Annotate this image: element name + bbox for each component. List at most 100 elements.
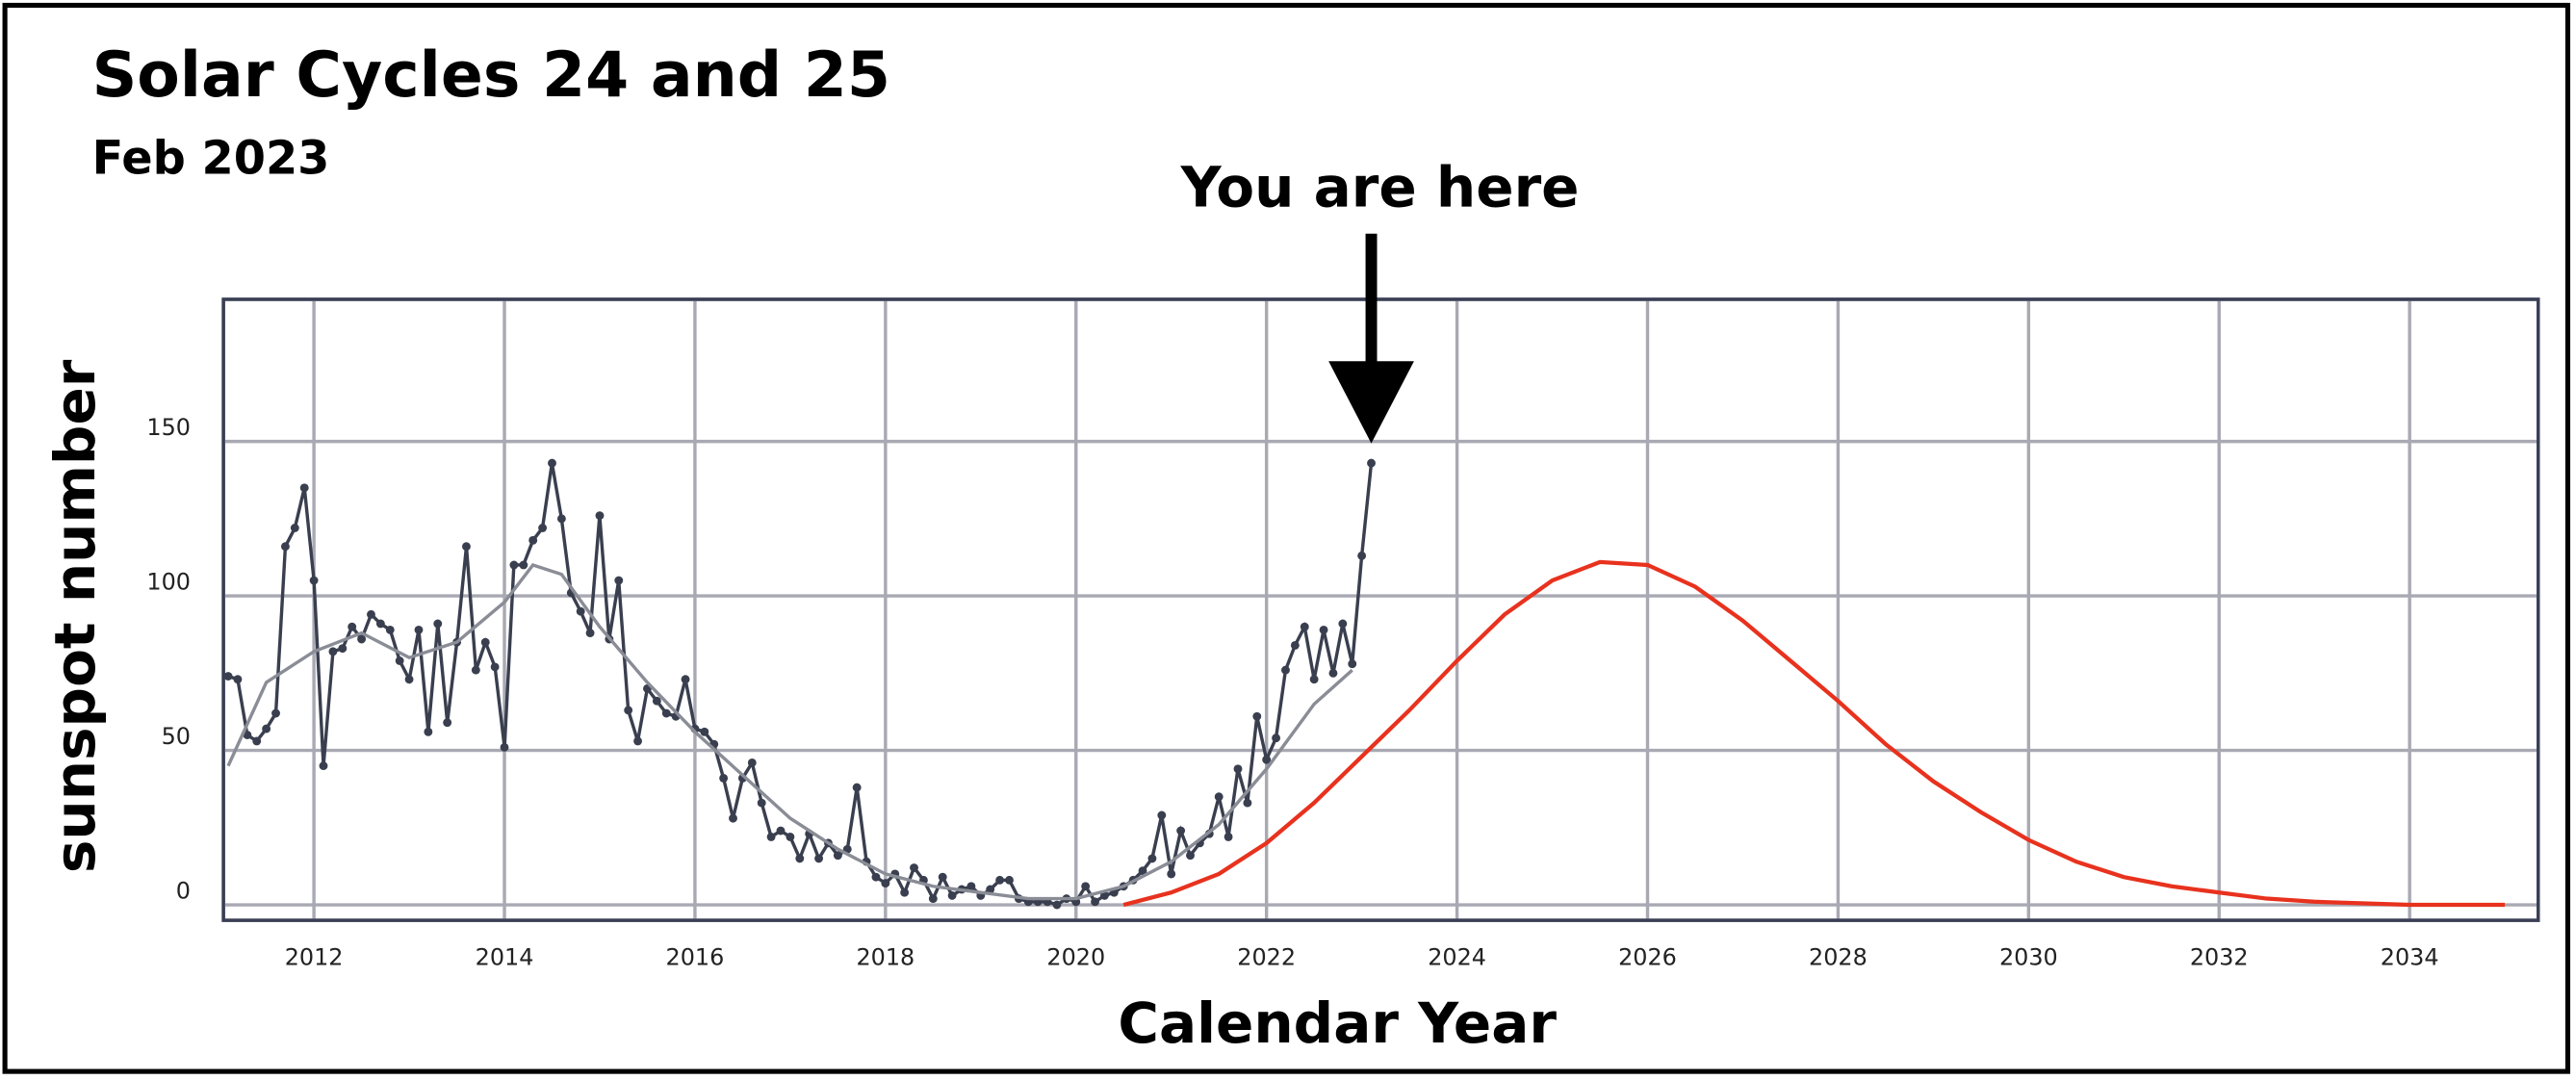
data-point — [443, 718, 452, 728]
data-point — [1290, 641, 1300, 650]
data-point — [1052, 900, 1062, 910]
data-point — [471, 665, 480, 675]
data-point — [404, 675, 414, 684]
data-point — [1224, 832, 1233, 841]
x-tick-label: 2034 — [2381, 943, 2439, 970]
data-point — [576, 606, 585, 616]
data-point — [1091, 897, 1099, 907]
x-tick-label: 2024 — [1428, 943, 1486, 970]
data-point — [833, 851, 842, 861]
data-point — [1214, 792, 1224, 802]
data-point — [652, 696, 661, 706]
data-point — [1081, 882, 1091, 891]
data-point — [1167, 869, 1176, 879]
data-point — [414, 625, 424, 634]
data-point — [280, 542, 290, 552]
data-point — [1262, 755, 1272, 764]
series-line — [1122, 559, 2506, 908]
arrow-head — [1328, 361, 1414, 444]
x-tick-label: 2016 — [666, 943, 725, 970]
data-point — [1281, 665, 1290, 675]
data-point — [947, 890, 957, 900]
data-point — [910, 863, 918, 872]
y-tick-label: 100 — [146, 568, 191, 595]
x-tick-label: 2030 — [1999, 943, 2058, 970]
data-point — [480, 637, 490, 647]
data-point — [966, 882, 976, 891]
series-line — [226, 562, 1353, 901]
chart-title: Solar Cycles 24 and 25 — [92, 39, 890, 112]
y-tick-label: 50 — [162, 723, 191, 750]
data-point — [986, 885, 995, 894]
data-point — [871, 872, 881, 882]
data-point — [614, 576, 624, 585]
data-point — [338, 644, 348, 654]
data-point — [1157, 810, 1167, 820]
data-point — [243, 731, 252, 739]
data-point — [433, 619, 443, 629]
data-point — [528, 535, 538, 545]
x-tick-label: 2022 — [1237, 943, 1296, 970]
data-point — [1272, 733, 1281, 743]
chart-subtitle: Feb 2023 — [92, 133, 330, 186]
data-point — [1233, 764, 1243, 774]
data-point — [462, 542, 471, 552]
x-tick-label: 2026 — [1618, 943, 1677, 970]
plot-border — [221, 297, 2540, 922]
data-point — [500, 742, 509, 752]
data-point — [271, 708, 280, 718]
data-point — [1300, 622, 1309, 631]
data-point — [395, 656, 404, 665]
data-point — [1243, 798, 1252, 808]
data-point — [757, 798, 766, 808]
data-point — [786, 832, 795, 841]
data-point — [661, 708, 671, 718]
data-point — [747, 758, 757, 767]
data-point — [223, 672, 233, 681]
data-point — [299, 483, 309, 493]
data-point — [509, 560, 519, 570]
data-point — [1328, 668, 1338, 678]
annotation: You are here — [1180, 154, 1580, 219]
data-point — [1319, 625, 1328, 634]
data-point — [1186, 851, 1195, 861]
data-point — [556, 514, 566, 524]
data-point — [328, 647, 338, 656]
data-point — [519, 560, 528, 570]
data-point — [624, 706, 633, 715]
data-point — [385, 625, 395, 634]
data-point — [700, 727, 709, 736]
data-point — [367, 609, 375, 619]
data-point — [881, 879, 890, 888]
data-point — [1176, 826, 1186, 836]
data-point — [309, 576, 319, 585]
data-point — [538, 524, 548, 532]
data-point — [776, 826, 786, 836]
x-tick-label: 2020 — [1046, 943, 1105, 970]
data-point — [938, 872, 947, 882]
data-point — [928, 894, 938, 904]
data-point — [290, 524, 299, 532]
data-point — [1338, 619, 1348, 629]
data-point — [1357, 551, 1367, 560]
x-tick-label: 2014 — [476, 943, 534, 970]
data-point — [348, 622, 357, 631]
data-point — [262, 724, 271, 733]
y-tick-label: 150 — [146, 414, 191, 441]
x-tick-label: 2012 — [285, 943, 344, 970]
data-point — [1147, 854, 1157, 863]
data-point — [729, 813, 737, 823]
x-tick-label: 2028 — [1809, 943, 1868, 970]
data-point — [424, 727, 433, 736]
data-point — [375, 619, 385, 629]
data-point — [1348, 659, 1357, 669]
data-point — [548, 458, 556, 468]
x-axis-label: Calendar Year — [1118, 990, 1557, 1056]
data-point — [995, 875, 1005, 885]
data-point — [1138, 866, 1147, 876]
data-point — [852, 783, 862, 792]
data-point — [1367, 458, 1376, 468]
data-point — [357, 634, 367, 644]
data-point — [1252, 711, 1262, 721]
data-point — [900, 887, 910, 897]
